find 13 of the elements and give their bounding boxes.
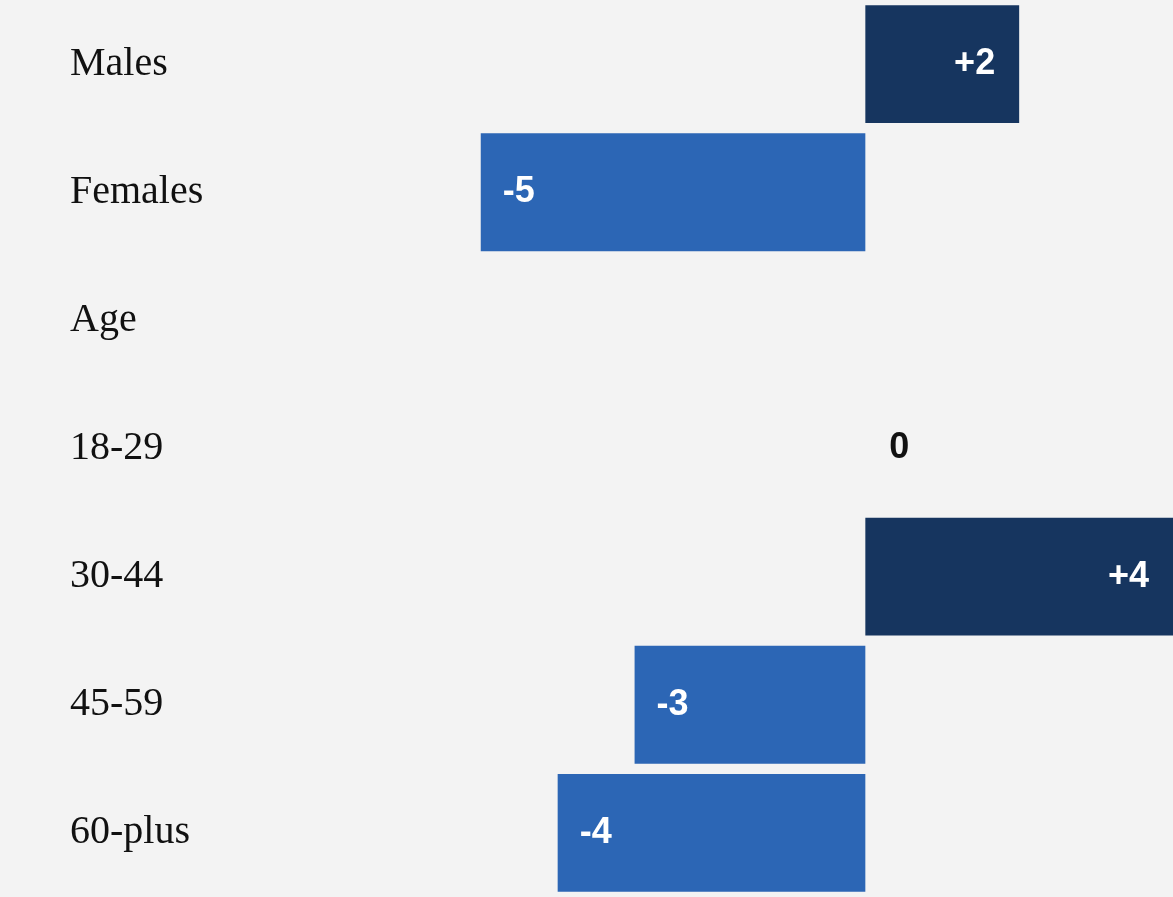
y-tick-label: Females [70,166,204,212]
y-tick-label: 18-29 [70,423,164,468]
data-label: -4 [579,809,612,851]
y-tick-label: 60-plus [70,807,190,853]
data-label: 0 [889,425,910,467]
y-tick-label: 30-44 [70,551,164,597]
data-label: -5 [502,169,535,211]
y-tick-label: Males [70,38,168,84]
data-label: -3 [656,681,689,723]
y-tick-label: Age [70,294,137,340]
y-tick-label: 45-59 [70,679,164,725]
data-label: +4 [1107,553,1149,595]
data-label: +2 [954,40,996,82]
